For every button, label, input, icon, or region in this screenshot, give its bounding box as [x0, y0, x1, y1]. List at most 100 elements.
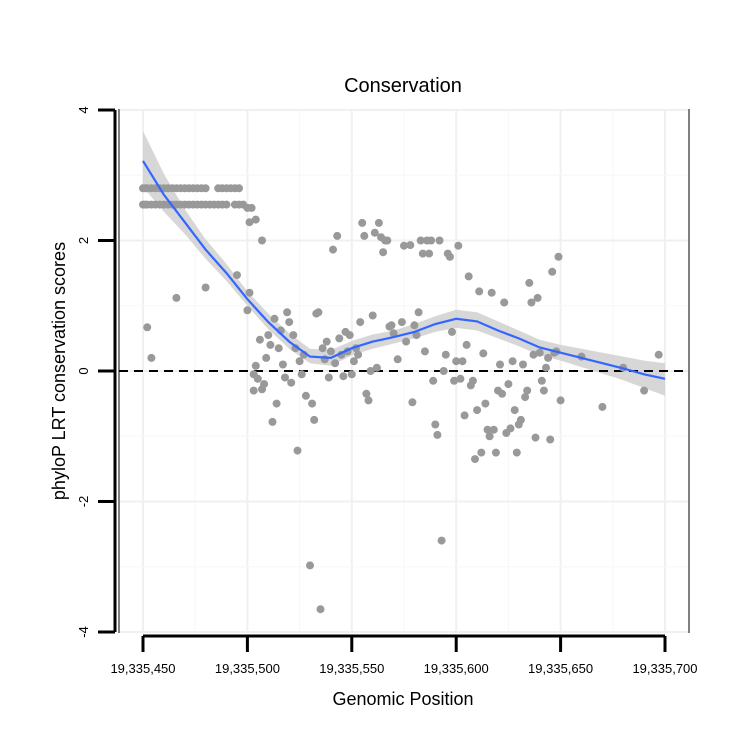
data-point	[516, 415, 525, 424]
confidence-band	[143, 130, 665, 396]
data-point	[521, 393, 530, 402]
data-point	[535, 348, 544, 357]
y-tick-label: 0	[76, 367, 91, 374]
data-point	[408, 398, 417, 407]
data-point	[506, 424, 515, 433]
data-point	[416, 236, 425, 245]
data-point	[489, 425, 498, 434]
y-tick-label: 4	[76, 106, 91, 113]
data-point	[249, 386, 258, 395]
data-point	[147, 353, 156, 362]
data-point	[498, 389, 507, 398]
data-point	[473, 406, 482, 415]
data-point	[397, 318, 406, 327]
data-point	[251, 361, 260, 370]
data-point	[264, 331, 273, 340]
data-point	[143, 323, 152, 332]
data-point	[274, 344, 283, 353]
data-point	[278, 360, 287, 369]
data-point	[544, 353, 553, 362]
data-point	[433, 430, 442, 439]
data-point	[556, 396, 565, 405]
data-point	[512, 448, 521, 457]
y-tick-label: -2	[76, 496, 91, 508]
data-point	[201, 283, 210, 292]
data-point	[247, 203, 256, 212]
data-point	[462, 340, 471, 349]
confidence-band-area	[143, 130, 665, 396]
data-point	[172, 293, 181, 302]
x-axis: 19,335,450 19,335,500 19,335,550 19,335,600…	[110, 634, 698, 676]
data-point	[331, 359, 340, 368]
data-point	[410, 321, 419, 330]
data-point	[387, 321, 396, 330]
data-point	[400, 241, 408, 250]
data-point	[316, 605, 325, 614]
data-point	[368, 311, 377, 320]
data-point	[370, 228, 379, 237]
data-point	[450, 376, 459, 385]
data-point	[412, 331, 421, 340]
data-point	[233, 271, 241, 280]
data-point	[356, 318, 365, 327]
data-point	[268, 417, 277, 426]
data-point	[358, 218, 367, 227]
data-point	[324, 373, 333, 382]
smooth-trend-line	[142, 160, 666, 380]
data-point	[255, 335, 264, 344]
data-point	[414, 308, 423, 317]
data-point	[347, 370, 356, 379]
data-point	[481, 399, 490, 408]
data-point	[402, 337, 411, 346]
data-point	[531, 433, 540, 442]
data-point	[222, 200, 231, 209]
data-point	[468, 376, 477, 385]
data-point	[533, 293, 542, 302]
data-point	[383, 236, 392, 245]
x-tick-label: 19,335,700	[632, 661, 697, 676]
data-point	[326, 347, 335, 356]
data-point	[201, 184, 210, 193]
data-point	[479, 349, 488, 358]
smooth-line	[142, 160, 666, 380]
data-point	[349, 357, 358, 366]
data-point	[374, 218, 383, 227]
data-point	[487, 288, 496, 297]
data-point	[508, 357, 517, 366]
data-point	[420, 347, 429, 356]
data-point	[525, 278, 534, 287]
data-point	[306, 561, 314, 570]
data-point	[471, 455, 479, 464]
data-point	[366, 367, 375, 375]
data-point	[598, 402, 607, 411]
data-point	[445, 252, 454, 261]
x-tick-label: 19,335,450	[110, 661, 175, 676]
data-point	[504, 380, 513, 389]
data-point	[529, 350, 538, 359]
data-point	[354, 350, 363, 359]
data-point	[418, 249, 427, 258]
data-point	[456, 374, 465, 383]
x-tick-label: 19,335,650	[528, 661, 593, 676]
data-point	[260, 380, 269, 389]
data-point	[523, 386, 532, 395]
data-point	[235, 184, 243, 193]
data-point	[458, 357, 467, 366]
data-point	[425, 249, 434, 258]
data-point	[258, 236, 266, 245]
data-point	[460, 411, 469, 420]
data-point	[318, 344, 327, 353]
data-point	[548, 267, 557, 276]
data-points	[139, 184, 663, 614]
data-point	[270, 314, 279, 323]
data-point	[406, 241, 415, 250]
data-point	[431, 420, 440, 429]
data-point	[295, 357, 304, 366]
data-point	[437, 536, 446, 545]
data-point	[333, 231, 342, 240]
data-point	[310, 415, 319, 424]
x-tick-label: 19,335,600	[424, 661, 489, 676]
data-point	[262, 353, 271, 362]
data-point	[464, 272, 473, 281]
data-point	[379, 248, 388, 257]
